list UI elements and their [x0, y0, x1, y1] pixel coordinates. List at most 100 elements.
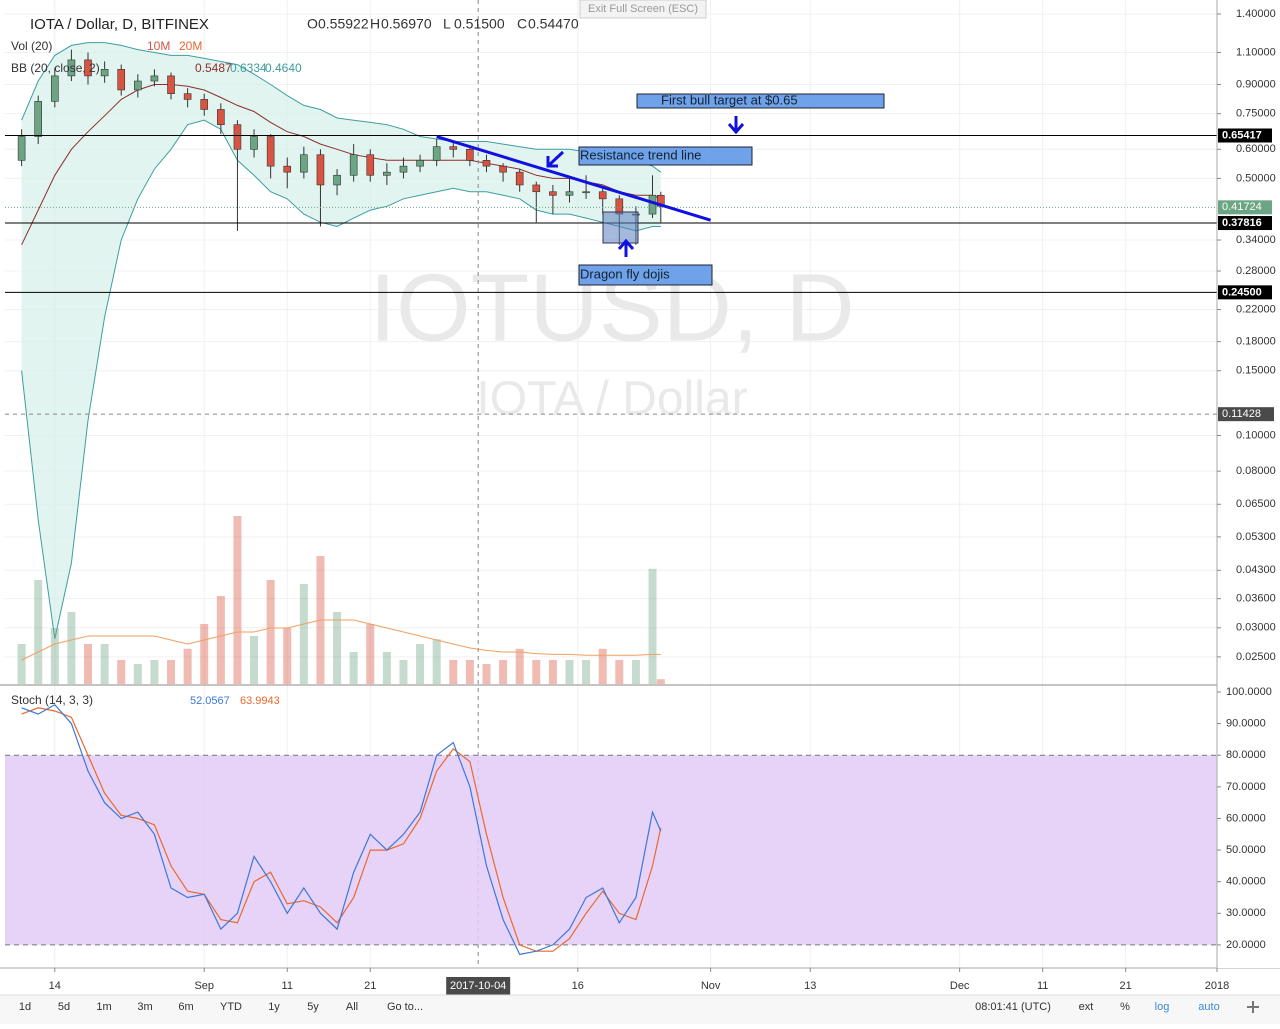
x-tick-label: 11 — [282, 980, 293, 992]
candle-body — [383, 171, 391, 176]
annotation-box — [578, 264, 713, 286]
candle-body — [466, 149, 474, 161]
volume-bar — [233, 516, 242, 684]
range-button[interactable]: 6m — [178, 1001, 193, 1013]
y-tick-label: 0.28000 — [1236, 265, 1276, 277]
y-tick-label: 0.02500 — [1236, 651, 1276, 663]
crosshair-x-label: 2017-10-04 — [450, 980, 506, 992]
x-tick-label: Dec — [950, 980, 970, 992]
candle-body — [233, 124, 242, 150]
range-button[interactable]: 1d — [19, 1001, 31, 1013]
range-button[interactable]: 5d — [58, 1001, 70, 1013]
candle-body — [432, 146, 441, 161]
annotation-box — [578, 146, 753, 166]
volume-bar — [333, 612, 342, 684]
y-tick-label: 0.34000 — [1236, 234, 1276, 246]
candle-body — [549, 191, 557, 196]
stoch-value: 52.0567 — [190, 695, 230, 707]
volume-bar — [34, 580, 43, 684]
candle-body — [51, 75, 59, 102]
last-price-label: 0.41724 — [1222, 201, 1262, 213]
y-tick-label: 90.0000 — [1226, 718, 1266, 730]
option-button[interactable]: ext — [1079, 1001, 1094, 1013]
y-tick-label: 80.0000 — [1226, 749, 1266, 761]
y-tick-label: 50.0000 — [1226, 844, 1266, 856]
volume-bar — [648, 568, 657, 684]
volume-bar — [615, 660, 624, 684]
y-tick-label: 0.18000 — [1236, 336, 1276, 348]
volume-bar — [465, 660, 474, 684]
candle-body — [582, 191, 590, 194]
volume-bar — [382, 652, 391, 684]
annotation-text: Resistance trend line — [580, 147, 701, 162]
option-button[interactable]: auto — [1198, 1001, 1219, 1013]
x-tick-label: Nov — [701, 980, 721, 992]
candle-body — [117, 69, 126, 91]
volume-bar — [582, 660, 591, 684]
vol-name: Vol (20) — [11, 39, 52, 53]
volume-bar — [499, 660, 508, 684]
candle-body — [349, 154, 358, 176]
volume-bar — [17, 644, 26, 684]
x-tick-label: 2018 — [1205, 980, 1229, 992]
stoch-name: Stoch (14, 3, 3) — [11, 693, 93, 707]
ohlc-value: 0.55922 — [318, 16, 369, 32]
level-label: 0.37816 — [1222, 217, 1262, 229]
stoch-line — [21, 703, 662, 956]
range-button[interactable]: 1y — [268, 1001, 280, 1013]
volume-bar — [50, 628, 59, 684]
candle-body — [167, 75, 175, 94]
price-axis-bg — [1217, 0, 1280, 968]
candle-body — [416, 160, 424, 167]
candle-body — [449, 146, 458, 150]
exit-button[interactable] — [579, 0, 707, 19]
axes: 1.40000 1.10000 0.90000 0.75000 0.60000 0.500… — [49, 8, 1276, 995]
volume-bar — [515, 648, 524, 684]
vol-scale: 10M — [147, 39, 170, 53]
range-button[interactable]: All — [346, 1001, 358, 1013]
range-button[interactable]: 1m — [96, 1001, 111, 1013]
bb-name: BB (20, close, 2) — [11, 61, 100, 75]
volume-bar — [250, 636, 259, 684]
volume-bar — [117, 660, 126, 684]
option-button[interactable]: % — [1120, 1001, 1130, 1013]
overlay-layer — [5, 0, 1217, 968]
bb-fill — [21, 42, 661, 639]
candle-body — [300, 154, 308, 173]
stoch-value: 63.9943 — [240, 695, 280, 707]
range-button[interactable]: Go to... — [387, 1001, 423, 1013]
volume-bar — [449, 660, 458, 684]
ohlc-key: C — [517, 16, 527, 32]
range-button[interactable]: 5y — [307, 1001, 319, 1013]
y-tick-label: 0.22000 — [1236, 303, 1276, 315]
y-tick-label: 0.10000 — [1236, 429, 1276, 441]
y-tick-label: 0.75000 — [1236, 108, 1276, 120]
trend-line — [436, 135, 712, 222]
volume-bar — [565, 660, 574, 684]
candle-body — [399, 165, 408, 173]
level-tag — [1218, 216, 1272, 231]
level-label: 0.65417 — [1222, 129, 1262, 141]
settings-icon[interactable] — [1247, 1001, 1259, 1013]
volume-bar — [548, 660, 557, 684]
vol-scale: 20M — [179, 39, 202, 53]
range-button[interactable]: 3m — [137, 1001, 152, 1013]
crosshair-x-tag — [446, 977, 511, 995]
volume-bar — [598, 648, 607, 684]
range-button[interactable]: YTD — [220, 1001, 242, 1013]
doji-highlight — [602, 211, 639, 244]
arrow — [617, 238, 635, 257]
y-tick-label: 100.0000 — [1226, 686, 1272, 698]
y-tick-label: 0.15000 — [1236, 365, 1276, 377]
y-tick-label: 0.04300 — [1236, 564, 1276, 576]
bb-value: 0.4640 — [265, 61, 302, 75]
stoch-line — [21, 707, 662, 952]
option-button[interactable]: log — [1155, 1001, 1170, 1013]
toolbar — [0, 995, 1280, 1024]
candle-body — [499, 165, 507, 173]
volume-bar — [283, 628, 292, 684]
volume-bar — [100, 644, 109, 684]
y-tick-label: 30.0000 — [1226, 907, 1266, 919]
watermark-name: IOTA / Dollar — [476, 373, 747, 426]
